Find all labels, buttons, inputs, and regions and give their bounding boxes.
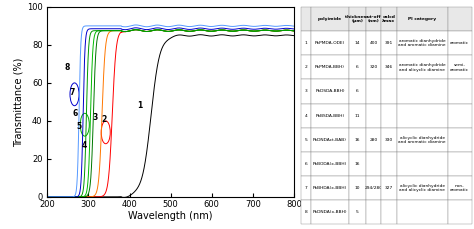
X-axis label: Wavelength (nm): Wavelength (nm) <box>128 212 213 221</box>
Text: 3: 3 <box>92 113 97 122</box>
Text: 8: 8 <box>64 63 70 72</box>
Text: 2: 2 <box>101 114 107 123</box>
Text: 6: 6 <box>73 109 78 118</box>
Text: 1: 1 <box>137 101 142 110</box>
Text: 7: 7 <box>70 88 75 97</box>
Text: 4: 4 <box>82 141 87 150</box>
Text: 5: 5 <box>76 122 82 131</box>
Y-axis label: Transmittance (%): Transmittance (%) <box>14 57 24 147</box>
